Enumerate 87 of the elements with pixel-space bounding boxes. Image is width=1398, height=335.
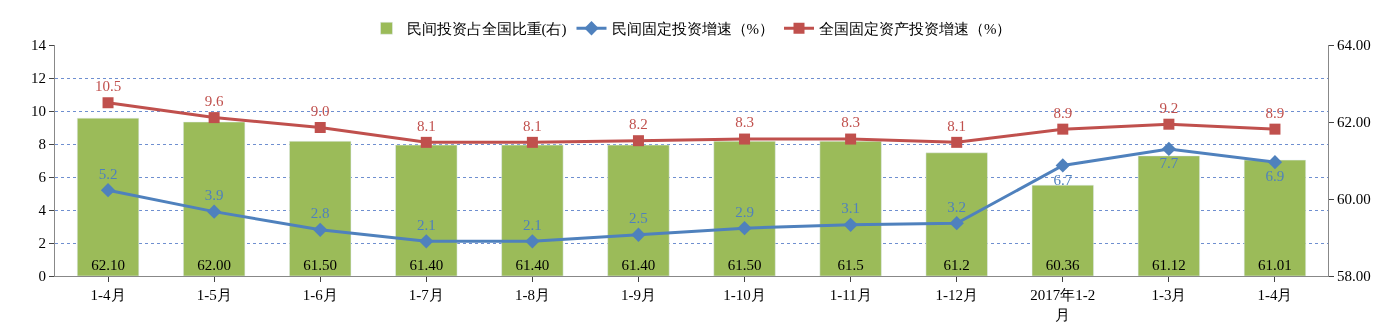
point [1057, 123, 1069, 135]
point [739, 133, 751, 145]
point [951, 136, 963, 148]
point [631, 227, 646, 242]
data-label: 6.7 [1053, 171, 1073, 188]
point [1055, 158, 1070, 173]
data-label: 8.3 [735, 114, 754, 131]
y2-tick-label: 60.00 [1337, 191, 1371, 208]
point [843, 217, 858, 232]
x-tick-label: 1-8月 [514, 287, 550, 303]
data-label: 3.1 [841, 200, 860, 217]
legend-label: 全国固定资产投资增速（%） [819, 21, 1012, 38]
data-label: 62.00 [197, 257, 231, 273]
data-label: 2.9 [735, 203, 754, 220]
data-label: 61.40 [621, 257, 656, 273]
data-label: 61.40 [515, 257, 550, 273]
y-tick-label: 14 [31, 37, 47, 54]
data-label: 61.01 [1258, 257, 1292, 273]
point [208, 112, 220, 124]
x-tick-label: 1-10月 [723, 287, 766, 303]
x-tick-label: 1-11月 [829, 287, 872, 303]
data-label: 2.1 [416, 216, 436, 233]
data-label: 2.8 [310, 205, 330, 222]
data-label: 8.1 [947, 117, 967, 134]
data-label: 8.9 [1265, 104, 1285, 121]
point [420, 136, 432, 148]
point [419, 234, 434, 249]
x-tick-label: 1-7月 [408, 287, 444, 303]
data-label: 9.2 [1159, 99, 1179, 116]
x-tick-label: 1-4月 [90, 287, 126, 303]
data-label: 61.12 [1152, 257, 1186, 273]
point [1163, 118, 1175, 130]
point [313, 222, 328, 237]
x-tick-label: 1-9月 [620, 287, 656, 303]
y-tick-label: 2 [38, 235, 46, 252]
y2-tick-label: 62.00 [1337, 114, 1371, 131]
data-label: 3.9 [204, 187, 224, 204]
data-label: 8.9 [1053, 104, 1073, 121]
y2-tick-label: 64.00 [1337, 37, 1371, 54]
point [737, 221, 752, 236]
point [100, 183, 116, 198]
point [525, 234, 540, 249]
data-label: 61.5 [837, 257, 864, 273]
y-tick-label: 4 [38, 202, 47, 219]
x-tick-label: 1-4月 [1257, 287, 1293, 303]
data-label: 62.10 [91, 257, 125, 273]
data-label: 8.2 [629, 116, 648, 133]
data-label: 8.1 [523, 117, 542, 134]
point [314, 122, 326, 133]
y-tick-label: 10 [31, 103, 46, 120]
point [1161, 141, 1177, 157]
y-tick-label: 8 [38, 136, 46, 153]
data-label: 2.1 [523, 216, 542, 233]
data-label: 10.5 [94, 78, 122, 95]
data-label: 7.7 [1159, 155, 1179, 172]
x-tick-label: 1-6月 [302, 287, 338, 303]
point [1269, 123, 1281, 135]
data-label: 61.2 [943, 257, 970, 273]
x-tick-label: 1-3月 [1151, 287, 1187, 303]
legend-label: 民间投资占全国比重(右) [406, 21, 567, 39]
data-label: 3.2 [947, 198, 967, 215]
point [845, 133, 857, 145]
x-tick-label: 2017年1-2月 [1030, 287, 1096, 323]
data-label: 61.50 [727, 257, 762, 273]
data-label: 2.5 [629, 210, 648, 227]
point [102, 97, 114, 109]
data-label: 6.9 [1265, 168, 1285, 185]
x-tick-label: 1-5月 [196, 287, 232, 303]
y-tick-label: 12 [31, 70, 46, 87]
y-tick-label: 0 [38, 268, 46, 285]
data-label: 8.1 [416, 117, 436, 134]
x-tick-label: 1-12月 [935, 287, 978, 303]
data-label: 9.0 [310, 102, 330, 119]
y2-tick-label: 58.00 [1337, 268, 1371, 285]
data-label: 61.40 [409, 257, 444, 273]
point [206, 204, 222, 219]
y-tick-label: 6 [38, 169, 47, 186]
data-label: 60.36 [1045, 257, 1080, 273]
data-label: 61.50 [303, 257, 338, 273]
point [949, 216, 964, 231]
data-label: 9.6 [204, 92, 225, 109]
legend-label: 民间固定投资增速（%） [611, 21, 774, 38]
point [632, 135, 644, 147]
data-label: 8.3 [841, 114, 860, 131]
point [1267, 155, 1283, 170]
data-label: 5.2 [98, 165, 118, 182]
point [526, 136, 538, 148]
